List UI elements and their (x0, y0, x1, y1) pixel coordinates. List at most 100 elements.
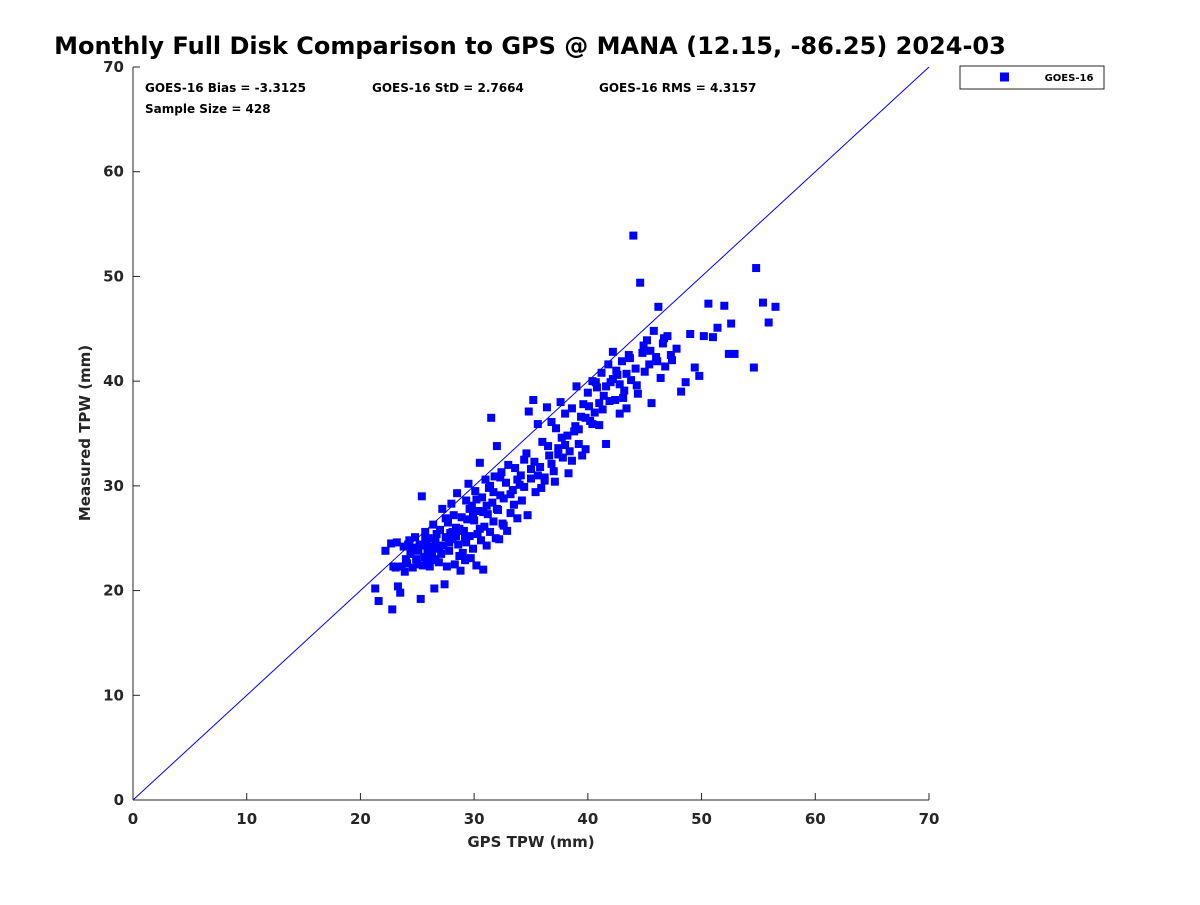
data-point (434, 558, 443, 567)
data-point (604, 360, 613, 369)
data-point (508, 486, 517, 495)
data-point (764, 318, 773, 327)
data-point (608, 375, 617, 384)
data-point (434, 543, 443, 552)
data-point (758, 298, 767, 307)
data-point (533, 420, 542, 429)
data-point (513, 514, 522, 523)
scatter-points (371, 231, 780, 614)
y-ticks: 0 10 20 30 40 50 60 70 (103, 58, 140, 809)
data-point (554, 450, 563, 459)
x-ticks: 0 10 20 30 40 50 60 70 (128, 793, 940, 828)
data-point (565, 447, 574, 456)
data-point (672, 344, 681, 353)
data-point (564, 469, 573, 478)
data-point (552, 424, 561, 433)
data-point (602, 439, 611, 448)
data-point (599, 391, 608, 400)
data-point (472, 561, 481, 570)
data-point (668, 356, 677, 365)
data-point (483, 510, 492, 519)
data-point (421, 527, 430, 536)
y-tick-label: 50 (103, 267, 124, 285)
data-point (436, 525, 445, 534)
data-point (404, 540, 413, 549)
data-point (473, 530, 482, 539)
y-tick-label: 40 (103, 372, 124, 390)
x-tick-label: 60 (805, 810, 826, 828)
data-point (527, 465, 535, 474)
data-point (387, 539, 396, 548)
data-point (430, 584, 439, 593)
data-point (403, 559, 412, 568)
data-point (639, 341, 648, 350)
legend-marker-goes-16 (1000, 72, 1009, 82)
data-point (445, 538, 454, 547)
data-point (479, 565, 488, 574)
data-point (557, 433, 566, 442)
data-point (638, 348, 647, 357)
data-point (509, 500, 518, 509)
data-point (652, 353, 661, 362)
data-point (476, 536, 485, 545)
data-point (520, 455, 529, 464)
y-tick-label: 70 (103, 58, 124, 76)
data-point (489, 488, 498, 497)
data-point (595, 421, 604, 430)
data-point (627, 376, 636, 385)
data-point (567, 404, 576, 413)
data-point (392, 538, 401, 547)
data-point (461, 556, 470, 565)
data-point (428, 556, 437, 565)
data-point (463, 515, 472, 524)
data-point (486, 527, 495, 536)
data-point (542, 403, 551, 412)
data-point (423, 547, 432, 556)
data-point (417, 492, 426, 501)
data-point (465, 532, 474, 541)
data-point (645, 360, 654, 369)
data-point (620, 386, 629, 395)
data-point (389, 562, 398, 571)
data-point (495, 535, 504, 544)
data-point (515, 480, 524, 489)
data-point (520, 482, 529, 491)
data-point (488, 498, 497, 507)
data-point (497, 468, 506, 477)
data-point (554, 444, 563, 453)
data-point (574, 439, 583, 448)
data-point (704, 299, 713, 308)
y-tick-label: 10 (103, 686, 124, 704)
data-point (478, 493, 487, 502)
data-point (527, 474, 535, 483)
data-point (524, 407, 533, 416)
data-point (561, 441, 570, 450)
data-point (381, 546, 390, 555)
data-point (530, 457, 539, 466)
data-point (428, 549, 437, 558)
x-tick-label: 70 (919, 810, 940, 828)
data-point (424, 534, 433, 543)
data-point (561, 409, 570, 418)
x-tick-label: 30 (464, 810, 485, 828)
data-point (486, 481, 495, 490)
data-point (465, 504, 474, 513)
data-point (720, 301, 729, 310)
data-point (479, 508, 488, 517)
data-point (408, 563, 417, 572)
data-point (572, 382, 581, 391)
data-point (482, 541, 491, 550)
data-point (492, 504, 501, 513)
data-point (407, 545, 416, 554)
data-point (625, 354, 634, 363)
x-axis-label: GPS TPW (mm) (467, 833, 594, 851)
data-point (577, 412, 586, 421)
data-point (591, 378, 600, 387)
y-tick-label: 60 (103, 163, 124, 181)
data-point (592, 383, 601, 392)
y-tick-label: 30 (103, 477, 124, 495)
data-point (400, 567, 409, 576)
data-point (393, 582, 402, 591)
data-point (474, 506, 483, 515)
